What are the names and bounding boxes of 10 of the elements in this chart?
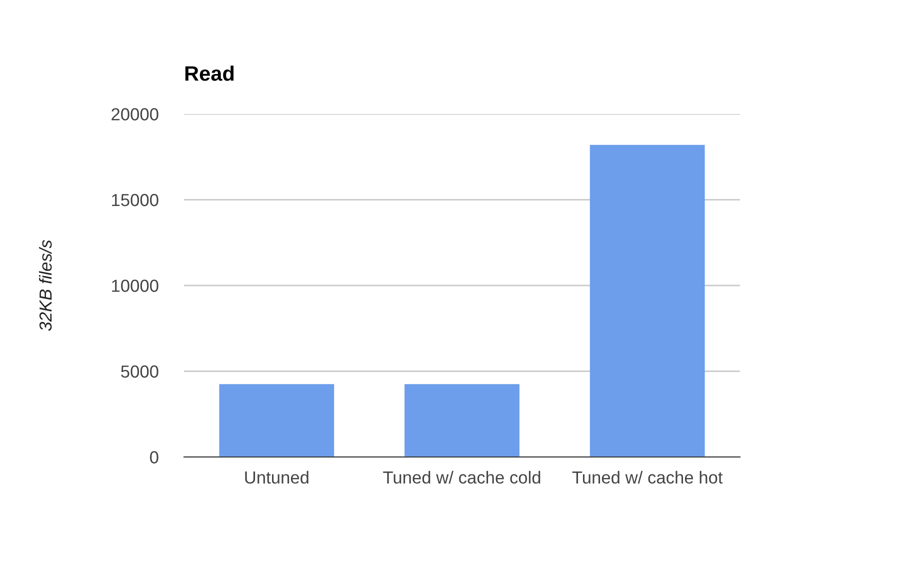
y-tick-label: 15000	[112, 194, 158, 206]
x-tick-label: Untuned	[245, 470, 308, 484]
y-tick-label: 10000	[112, 280, 158, 292]
x-tick-label: Tuned w/ cache hot	[572, 470, 723, 484]
y-tick-label: 20000	[112, 108, 158, 120]
chart-title: Read	[185, 66, 234, 81]
y-tick-label: 0	[150, 451, 158, 464]
y-axis-title: 32KB files/s	[38, 240, 52, 331]
x-tick-label: Tuned w/ cache cold	[383, 470, 540, 484]
y-tick-label: 5000	[121, 365, 158, 378]
